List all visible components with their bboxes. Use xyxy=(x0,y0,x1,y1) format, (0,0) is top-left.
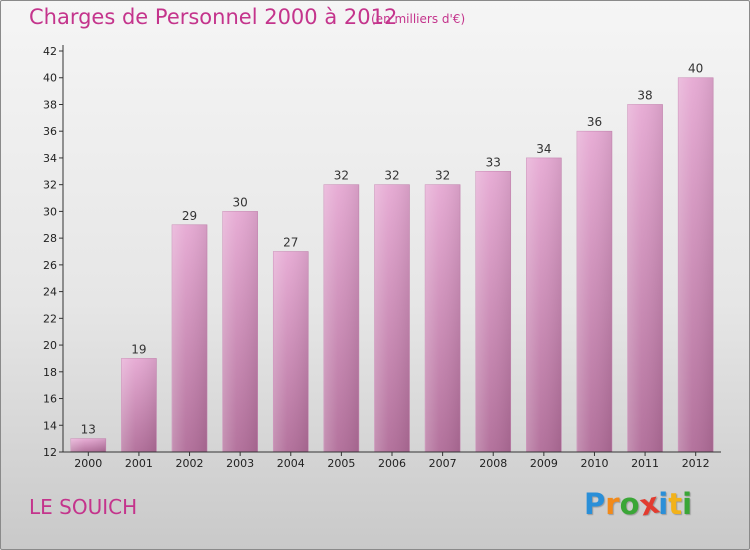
bar xyxy=(526,157,562,453)
x-tick-label: 2004 xyxy=(277,457,305,470)
data-label: 32 xyxy=(435,169,450,183)
bar xyxy=(475,171,512,453)
y-tick-label: 16 xyxy=(43,393,57,406)
logo-letter: r xyxy=(605,487,620,521)
data-label: 30 xyxy=(233,195,248,209)
y-tick-label: 26 xyxy=(43,259,57,272)
data-label: 34 xyxy=(536,142,551,156)
data-label: 32 xyxy=(384,169,399,183)
y-tick-label: 36 xyxy=(43,125,57,138)
chart-unit-label: (en milliers d'€) xyxy=(371,12,466,26)
data-label: 40 xyxy=(688,62,703,76)
x-tick-label: 2009 xyxy=(530,457,558,470)
x-tick-label: 2007 xyxy=(429,457,457,470)
y-tick-label: 12 xyxy=(43,446,57,459)
logo-letter: P xyxy=(584,487,606,521)
bar xyxy=(121,358,157,453)
bar-shade xyxy=(323,184,359,452)
y-tick-label: 42 xyxy=(43,45,57,58)
x-tick-label: 2010 xyxy=(580,457,608,470)
commune-name: LE SOUICH xyxy=(29,495,138,519)
bar-shade xyxy=(70,438,106,452)
bar-shade xyxy=(121,358,157,452)
x-tick-label: 2005 xyxy=(327,457,355,470)
data-label: 38 xyxy=(637,88,652,102)
x-tick-label: 2000 xyxy=(74,457,102,470)
bar-shade xyxy=(222,211,258,452)
bar-shade xyxy=(576,131,612,452)
axes-layer xyxy=(59,45,721,456)
bar xyxy=(323,184,360,453)
labels-layer: 13 2000 19 2001 29 2002 30 2003 27 2004 32 2005 32 20… xyxy=(43,45,710,470)
bar xyxy=(424,184,461,453)
bar xyxy=(627,104,663,453)
logo-letter: o xyxy=(619,487,640,521)
bar-shade xyxy=(627,104,663,452)
data-label: 19 xyxy=(131,342,146,356)
bar-shade xyxy=(425,184,461,452)
x-tick-label: 2003 xyxy=(226,457,254,470)
y-tick-label: 40 xyxy=(43,72,57,85)
y-tick-label: 38 xyxy=(43,98,57,111)
x-tick-label: 2002 xyxy=(176,457,204,470)
data-label: 32 xyxy=(334,169,349,183)
bar-shade xyxy=(374,184,410,452)
y-tick-label: 28 xyxy=(43,232,57,245)
bar-shade xyxy=(273,251,309,452)
chart-title: Charges de Personnel 2000 à 2012 xyxy=(29,5,398,29)
data-label: 36 xyxy=(587,115,602,129)
y-tick-label: 20 xyxy=(43,339,57,352)
bar-shade xyxy=(172,224,208,452)
bars-layer xyxy=(70,77,714,453)
x-tick-label: 2012 xyxy=(682,457,710,470)
x-tick-label: 2011 xyxy=(631,457,659,470)
bar-shade xyxy=(526,157,562,452)
bar-shade xyxy=(475,171,511,453)
y-tick-label: 18 xyxy=(43,366,57,379)
bar xyxy=(374,184,410,453)
y-tick-label: 14 xyxy=(43,419,57,432)
y-tick-label: 34 xyxy=(43,152,57,165)
proxiti-logo[interactable]: Proxiti xyxy=(584,485,693,522)
x-tick-label: 2006 xyxy=(378,457,406,470)
bar xyxy=(171,224,208,453)
data-label: 33 xyxy=(486,155,501,169)
y-tick-label: 24 xyxy=(43,286,57,299)
data-label: 27 xyxy=(283,236,298,250)
logo-letter: i xyxy=(682,487,693,521)
x-tick-label: 2001 xyxy=(125,457,153,470)
y-tick-label: 22 xyxy=(43,312,57,325)
bar xyxy=(70,438,107,453)
y-tick-label: 32 xyxy=(43,179,57,192)
logo-letter: i xyxy=(658,487,669,521)
bar xyxy=(677,77,714,453)
logo-letter: t xyxy=(668,487,683,521)
bar-shade xyxy=(678,77,714,452)
data-label: 29 xyxy=(182,209,197,223)
x-tick-label: 2008 xyxy=(479,457,507,470)
data-label: 13 xyxy=(81,423,96,437)
bar xyxy=(272,251,309,453)
bar xyxy=(576,130,613,453)
y-tick-label: 30 xyxy=(43,205,57,218)
bar xyxy=(222,211,258,453)
